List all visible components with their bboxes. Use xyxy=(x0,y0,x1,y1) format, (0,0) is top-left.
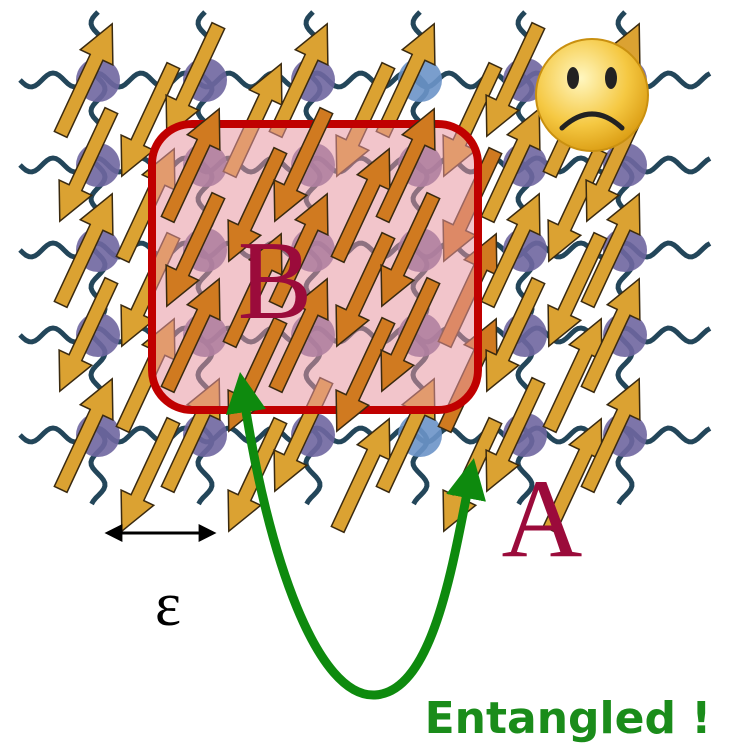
eye xyxy=(567,67,579,89)
spacing-label: ε xyxy=(155,571,181,639)
region-b-label: B xyxy=(238,219,313,343)
page: B A ε Entangled ! (() => { const data = … xyxy=(0,0,733,746)
region-b-box xyxy=(152,124,478,410)
diagram: B A ε Entangled ! xyxy=(0,0,733,746)
caption: Entangled ! xyxy=(425,693,712,744)
region-a-label: A xyxy=(502,457,583,581)
face xyxy=(536,39,648,151)
sad-face xyxy=(536,39,648,151)
eye xyxy=(605,67,617,89)
